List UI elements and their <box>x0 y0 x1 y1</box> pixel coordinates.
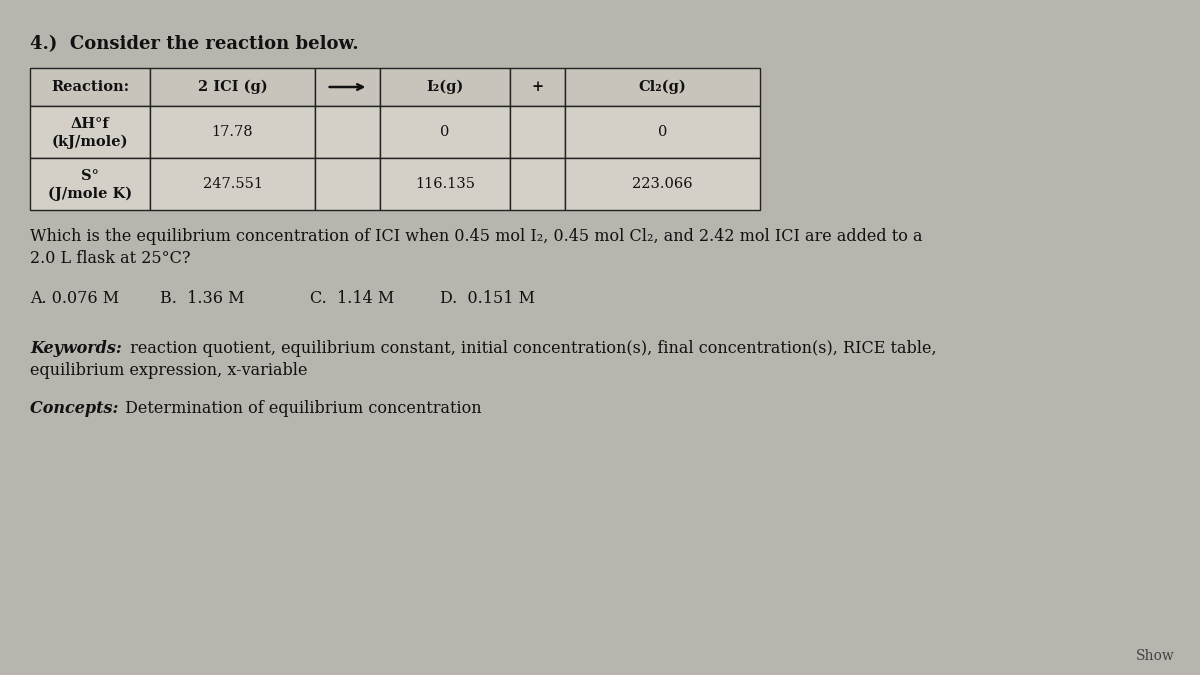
Bar <box>510 68 565 106</box>
Bar <box>314 158 380 210</box>
Text: 0: 0 <box>658 125 667 139</box>
Bar <box>30 106 150 158</box>
Bar <box>380 68 510 106</box>
Text: (kJ/mole): (kJ/mole) <box>52 135 128 149</box>
Text: Concepts:: Concepts: <box>30 400 124 417</box>
Text: 17.78: 17.78 <box>211 125 253 139</box>
Text: 2 ICI (g): 2 ICI (g) <box>198 80 268 94</box>
Bar <box>380 158 510 210</box>
Bar <box>150 106 314 158</box>
Text: B.  1.36 M: B. 1.36 M <box>160 290 245 307</box>
Bar <box>314 68 380 106</box>
Text: reaction quotient, equilibrium constant, initial concentration(s), final concent: reaction quotient, equilibrium constant,… <box>125 340 937 357</box>
Text: (J/mole K): (J/mole K) <box>48 187 132 201</box>
Text: equilibrium expression, x-variable: equilibrium expression, x-variable <box>30 362 307 379</box>
Text: Show: Show <box>1136 649 1175 663</box>
Text: C.  1.14 M: C. 1.14 M <box>310 290 395 307</box>
Text: D.  0.151 M: D. 0.151 M <box>440 290 535 307</box>
Text: +: + <box>532 80 544 94</box>
Text: 2.0 L flask at 25°C?: 2.0 L flask at 25°C? <box>30 250 191 267</box>
Text: Keywords:: Keywords: <box>30 340 127 357</box>
Text: Which is the equilibrium concentration of ICI when 0.45 mol I₂, 0.45 mol Cl₂, an: Which is the equilibrium concentration o… <box>30 228 923 245</box>
Bar <box>380 106 510 158</box>
Bar <box>565 68 760 106</box>
Text: A. 0.076 M: A. 0.076 M <box>30 290 119 307</box>
Bar <box>150 68 314 106</box>
Text: S°: S° <box>82 169 98 183</box>
Text: Reaction:: Reaction: <box>50 80 130 94</box>
Text: Cl₂(g): Cl₂(g) <box>638 80 686 94</box>
Bar <box>30 158 150 210</box>
Text: 116.135: 116.135 <box>415 177 475 191</box>
Bar <box>510 158 565 210</box>
Bar <box>565 106 760 158</box>
Text: 223.066: 223.066 <box>632 177 692 191</box>
Bar <box>565 158 760 210</box>
Bar <box>314 106 380 158</box>
Bar <box>510 106 565 158</box>
Text: Determination of equilibrium concentration: Determination of equilibrium concentrati… <box>120 400 481 417</box>
Text: ΔH°f: ΔH°f <box>71 117 109 131</box>
Text: 4.)  Consider the reaction below.: 4.) Consider the reaction below. <box>30 35 359 53</box>
Text: I₂(g): I₂(g) <box>426 80 463 94</box>
Text: 247.551: 247.551 <box>203 177 263 191</box>
Bar <box>150 158 314 210</box>
Bar <box>30 68 150 106</box>
Text: 0: 0 <box>440 125 450 139</box>
